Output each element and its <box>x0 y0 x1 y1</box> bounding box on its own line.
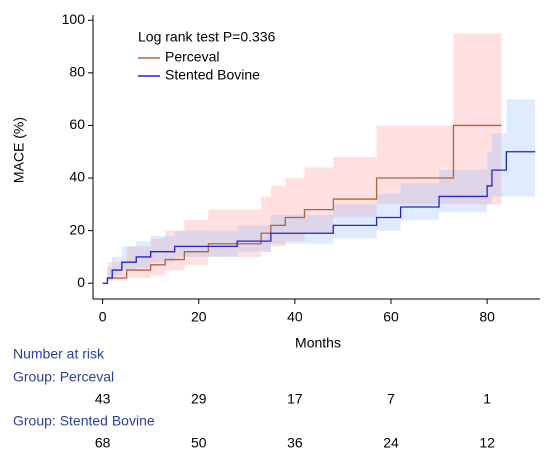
risk-group-label: Group: Stented Bovine <box>13 413 155 429</box>
risk-count: 68 <box>95 435 111 451</box>
legend-label: Perceval <box>165 49 219 65</box>
x-tick-label: 40 <box>287 309 303 325</box>
risk-count: 1 <box>483 391 491 407</box>
risk-count: 50 <box>191 435 207 451</box>
confidence-band <box>102 33 502 284</box>
confidence-band <box>102 99 536 284</box>
x-tick-label: 20 <box>191 309 207 325</box>
y-tick-label: 40 <box>69 169 85 185</box>
risk-count: 43 <box>95 391 111 407</box>
x-axis-label: Months <box>295 335 341 351</box>
y-tick-label: 60 <box>69 116 85 132</box>
risk-count: 29 <box>191 391 207 407</box>
risk-count: 17 <box>287 391 303 407</box>
y-axis-label: MACE (%) <box>11 117 27 183</box>
y-tick-label: 80 <box>69 64 85 80</box>
x-tick-label: 0 <box>99 309 107 325</box>
risk-count: 36 <box>287 435 303 451</box>
survival-curve <box>102 124 502 284</box>
risk-count: 12 <box>479 435 495 451</box>
survival-curve <box>102 151 536 284</box>
risk-group-label: Group: Perceval <box>13 369 114 385</box>
risk-table-title: Number at risk <box>13 346 105 362</box>
legend-label: Stented Bovine <box>165 67 260 83</box>
x-tick-label: 60 <box>383 309 399 325</box>
y-tick-label: 20 <box>69 221 85 237</box>
x-tick-label: 80 <box>479 309 495 325</box>
risk-count: 24 <box>383 435 399 451</box>
y-tick-label: 0 <box>77 274 85 290</box>
risk-count: 7 <box>387 391 395 407</box>
y-tick-label: 100 <box>62 11 86 27</box>
annotation: Log rank test P=0.336 <box>138 29 276 45</box>
